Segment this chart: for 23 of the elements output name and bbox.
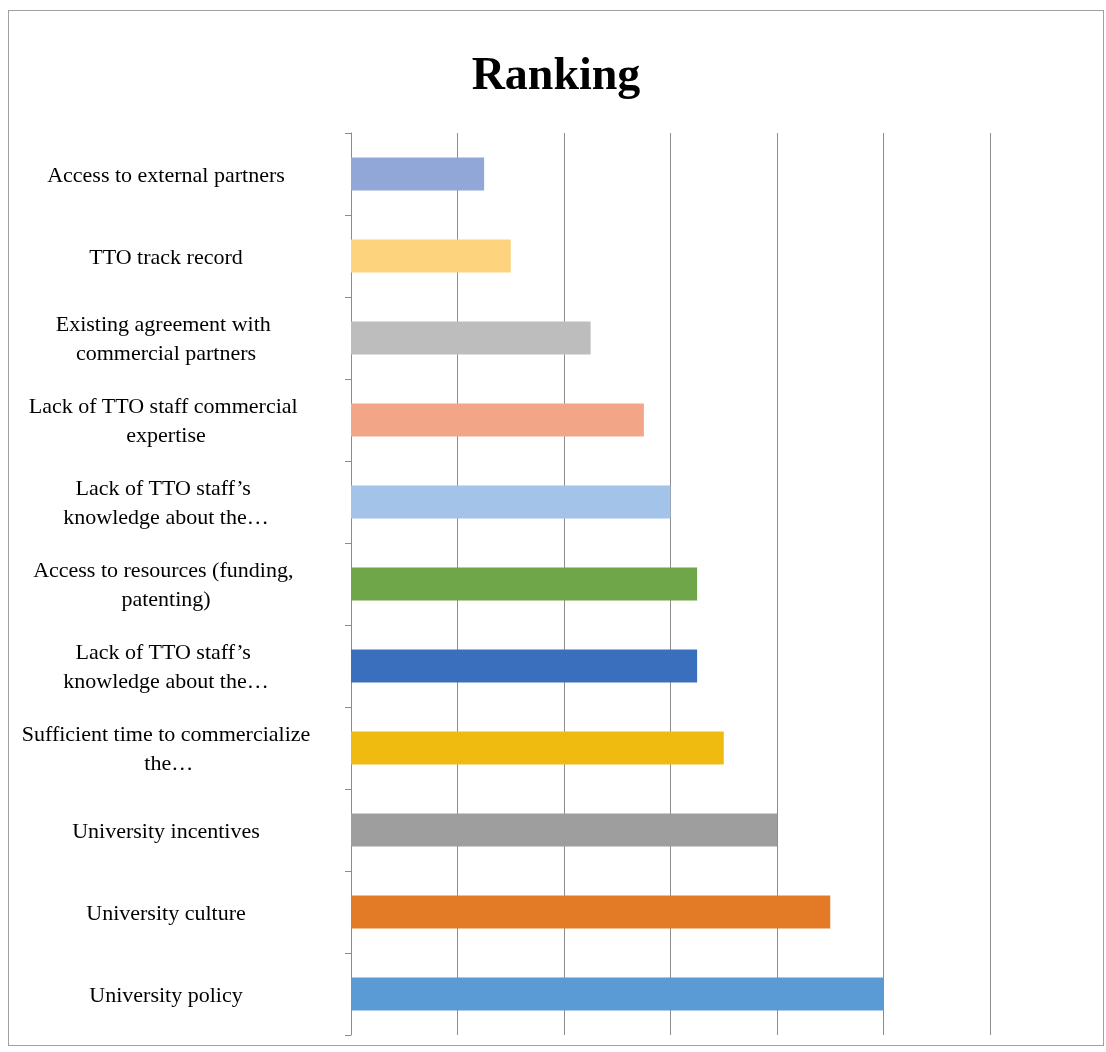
y-tick-label: Lack of TTO staff’s knowledge about the… (63, 639, 269, 693)
bar (351, 485, 671, 519)
bar (351, 731, 724, 765)
y-tick-label: University culture (86, 899, 246, 925)
y-tick-label: University policy (89, 981, 243, 1007)
y-tick-label: Access to resources (funding, patenting) (33, 557, 299, 611)
y-tick-label: Sufficient time to commercialize the… (21, 721, 311, 775)
bar (351, 157, 485, 191)
bar (351, 567, 698, 601)
y-tick-label: Lack of TTO staff’s knowledge about the… (63, 475, 269, 529)
bar (351, 895, 831, 929)
bar (351, 649, 698, 683)
bar (351, 321, 591, 355)
y-tick-label: Lack of TTO staff commercial expertise (28, 393, 304, 447)
y-tick-label: TTO track record (89, 243, 243, 269)
chart-title: Ranking (471, 47, 641, 99)
y-tick-label: University incentives (72, 817, 260, 843)
y-tick-label: Existing agreement with commercial partners (55, 311, 277, 365)
bar (351, 977, 884, 1011)
bar (351, 239, 511, 273)
bar (351, 813, 777, 847)
bar (351, 403, 644, 437)
y-tick-label: Access to external partners (47, 161, 285, 187)
